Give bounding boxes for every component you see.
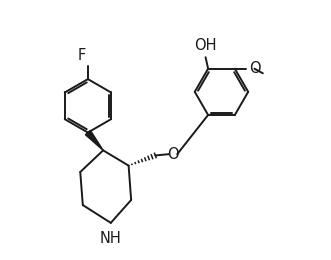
Text: O: O: [249, 61, 261, 76]
Text: O: O: [167, 147, 178, 162]
Text: OH: OH: [194, 38, 217, 53]
Text: NH: NH: [100, 231, 122, 245]
Text: F: F: [77, 48, 86, 63]
Polygon shape: [85, 131, 103, 150]
